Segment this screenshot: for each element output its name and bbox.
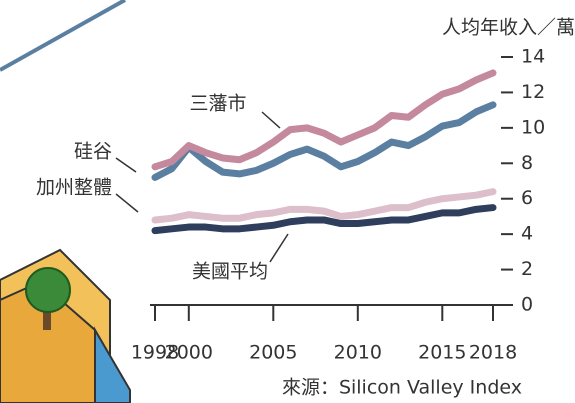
- chart: 人均年收入／萬 來源：Silicon Valley Index 19982000…: [0, 0, 575, 403]
- leader-line: [270, 234, 288, 262]
- y-axis-title: 人均年收入／萬: [442, 17, 575, 39]
- y-tick-label: 0: [521, 294, 533, 316]
- leader-line: [116, 194, 138, 212]
- y-tick-label: 12: [521, 81, 545, 103]
- leader-line: [116, 158, 136, 172]
- series-label: 三藩市: [189, 93, 246, 115]
- y-tick-label: 10: [521, 116, 545, 138]
- y-tick-label: 2: [521, 258, 533, 280]
- y-tick-label: 4: [521, 223, 533, 245]
- series-label: 硅谷: [74, 141, 112, 163]
- source: 來源：Silicon Valley Index: [282, 377, 522, 399]
- series-line: [155, 105, 493, 178]
- x-tick-label: 2010: [334, 342, 382, 364]
- decor-illustration: [0, 250, 130, 403]
- y-tick-label: 8: [521, 152, 533, 174]
- x-tick-label: 2015: [418, 342, 466, 364]
- series-label: 美國平均: [192, 261, 268, 283]
- x-tick-label: 2005: [249, 342, 297, 364]
- x-tick-label: 2000: [165, 342, 213, 364]
- decor-line: [0, 0, 125, 70]
- x-tick-label: 2018: [469, 342, 517, 364]
- leader-line: [262, 112, 280, 128]
- y-tick-label: 14: [521, 46, 545, 68]
- series-label: 加州整體: [36, 177, 112, 199]
- y-tick-label: 6: [521, 187, 533, 209]
